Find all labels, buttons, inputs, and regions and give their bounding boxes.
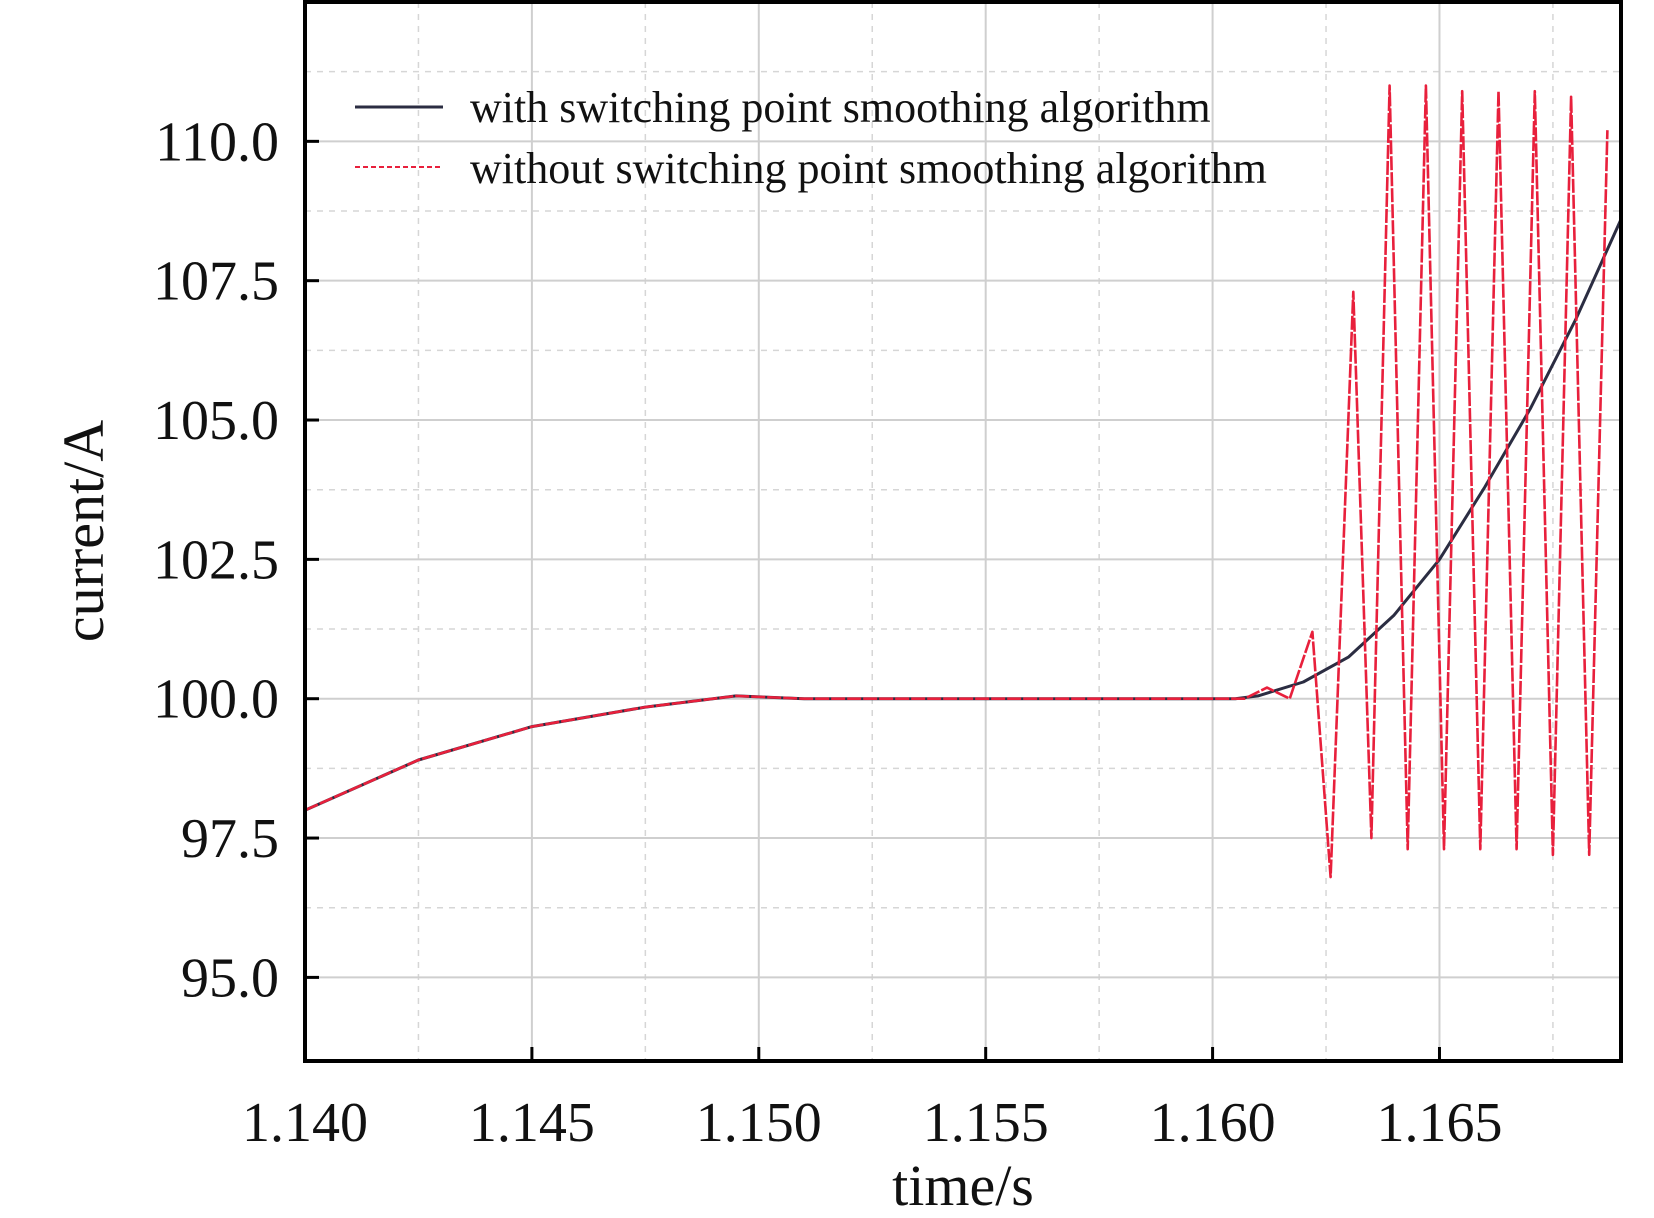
legend-label-with-smoothing: with switching point smoothing algorithm xyxy=(470,83,1211,132)
series-line-with-smoothing xyxy=(304,218,1623,812)
legend-label-without-smoothing: without switching point smoothing algori… xyxy=(470,144,1267,193)
legend: with switching point smoothing algorithm… xyxy=(355,83,1267,193)
y-tick-label: 102.5 xyxy=(153,529,279,591)
x-tick-label: 1.140 xyxy=(242,1092,368,1154)
y-tick-label: 95.0 xyxy=(181,947,279,1009)
y-tick-label: 97.5 xyxy=(181,808,279,870)
y-tick-label: 107.5 xyxy=(153,251,279,313)
y-tick-labels: 95.0 97.5 100.0 102.5 105.0 107.5 110.0 xyxy=(153,111,279,1009)
x-tick-label: 1.155 xyxy=(923,1092,1049,1154)
x-tick-label: 1.150 xyxy=(696,1092,822,1154)
x-tick-label: 1.160 xyxy=(1150,1092,1276,1154)
series-layer xyxy=(304,84,1623,879)
plot-frame xyxy=(303,0,1623,1063)
y-tick-label: 100.0 xyxy=(153,669,279,731)
x-tick-label: 1.165 xyxy=(1376,1092,1502,1154)
series-line-without-smoothing xyxy=(304,84,1609,879)
x-tick-labels: 1.140 1.145 1.150 1.155 1.160 1.165 xyxy=(242,1092,1502,1154)
x-tick-label: 1.145 xyxy=(469,1092,595,1154)
axis-ticks xyxy=(303,139,1441,1061)
plot-area-background xyxy=(305,2,1621,1061)
y-axis-title: current/A xyxy=(51,420,116,642)
x-axis-title: time/s xyxy=(892,1153,1034,1218)
minor-gridlines xyxy=(305,2,1621,1061)
y-tick-label: 110.0 xyxy=(155,111,279,173)
y-tick-label: 105.0 xyxy=(153,390,279,452)
